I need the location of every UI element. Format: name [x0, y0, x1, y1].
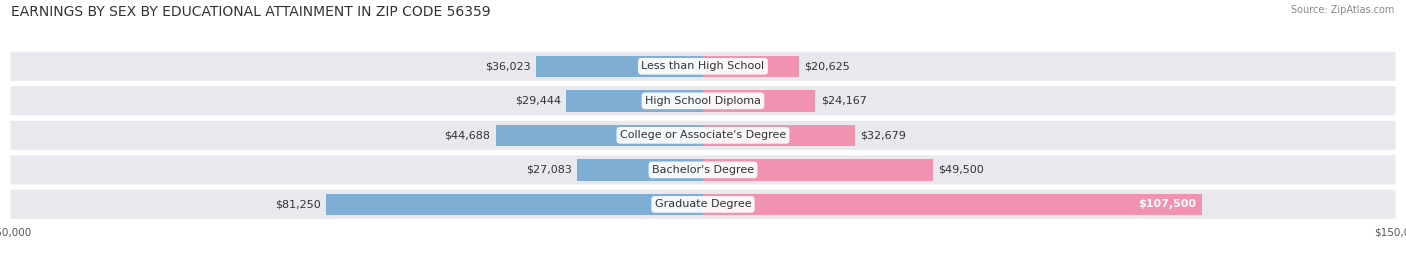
FancyBboxPatch shape: [10, 52, 1396, 81]
FancyBboxPatch shape: [10, 190, 1396, 219]
Text: $36,023: $36,023: [485, 61, 530, 71]
Text: $107,500: $107,500: [1139, 199, 1197, 209]
Text: $29,444: $29,444: [515, 96, 561, 106]
Bar: [703, 90, 815, 111]
Text: Bachelor's Degree: Bachelor's Degree: [652, 165, 754, 175]
FancyBboxPatch shape: [10, 155, 1396, 184]
Bar: [496, 125, 703, 146]
Text: $27,083: $27,083: [526, 165, 572, 175]
Bar: [567, 90, 703, 111]
Text: $32,679: $32,679: [860, 130, 905, 140]
FancyBboxPatch shape: [10, 86, 1396, 115]
Text: $49,500: $49,500: [938, 165, 984, 175]
Text: $20,625: $20,625: [804, 61, 851, 71]
FancyBboxPatch shape: [10, 121, 1396, 150]
Bar: [703, 159, 932, 181]
Text: Less than High School: Less than High School: [641, 61, 765, 71]
Text: $24,167: $24,167: [821, 96, 866, 106]
Text: EARNINGS BY SEX BY EDUCATIONAL ATTAINMENT IN ZIP CODE 56359: EARNINGS BY SEX BY EDUCATIONAL ATTAINMEN…: [11, 5, 491, 19]
Text: College or Associate's Degree: College or Associate's Degree: [620, 130, 786, 140]
Bar: [703, 55, 799, 77]
Bar: [326, 194, 703, 215]
Text: Source: ZipAtlas.com: Source: ZipAtlas.com: [1291, 5, 1395, 15]
Text: High School Diploma: High School Diploma: [645, 96, 761, 106]
Text: Graduate Degree: Graduate Degree: [655, 199, 751, 209]
Bar: [536, 55, 703, 77]
Bar: [703, 125, 855, 146]
Text: $44,688: $44,688: [444, 130, 491, 140]
Bar: [703, 194, 1202, 215]
Text: $81,250: $81,250: [274, 199, 321, 209]
Bar: [578, 159, 703, 181]
